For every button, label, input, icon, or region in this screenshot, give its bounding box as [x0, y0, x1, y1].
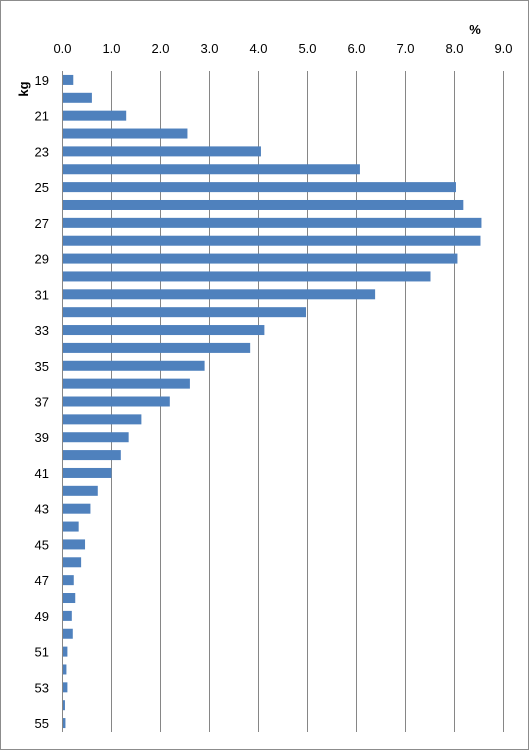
x-axis-unit: %	[469, 22, 481, 37]
x-tick-label: 5.0	[298, 41, 316, 56]
y-axis-unit: kg	[16, 81, 31, 96]
bars	[63, 74, 482, 729]
bar-37	[63, 396, 170, 407]
y-tick-label: 27	[35, 216, 49, 231]
bar-23	[63, 146, 261, 157]
y-tick-label: 39	[35, 430, 49, 445]
y-tick-label: 21	[35, 109, 49, 124]
gridlines	[62, 71, 504, 732]
x-tick-label: 2.0	[151, 41, 169, 56]
y-tick-label: 23	[35, 144, 49, 159]
y-tick-label: 55	[35, 716, 49, 731]
x-tick-label: 1.0	[102, 41, 120, 56]
bar-26	[63, 199, 464, 210]
bar-39	[63, 432, 129, 443]
bar-52	[63, 664, 67, 675]
y-tick-label: 53	[35, 680, 49, 695]
bar-47	[63, 575, 74, 586]
x-tick-labels: 0.0 1.0 2.0 3.0 4.0 5.0 6.0 7.0 8.0 9.0	[53, 41, 512, 56]
bar-53	[63, 682, 68, 693]
bar-21	[63, 110, 127, 121]
bar-24	[63, 164, 360, 175]
bar-36	[63, 378, 190, 389]
x-tick-label: 4.0	[249, 41, 267, 56]
y-tick-label: 35	[35, 359, 49, 374]
x-tick-label: 7.0	[396, 41, 414, 56]
y-tick-label: 43	[35, 502, 49, 517]
bar-22	[63, 128, 188, 139]
bar-20	[63, 92, 92, 103]
bar-34	[63, 342, 251, 353]
bar-27	[63, 217, 482, 228]
bar-28	[63, 235, 481, 246]
bar-48	[63, 593, 76, 604]
y-tick-label: 19	[35, 73, 49, 88]
bar-55	[63, 718, 66, 729]
y-tick-label: 25	[35, 180, 49, 195]
bar-42	[63, 485, 98, 496]
y-tick-label: 47	[35, 573, 49, 588]
y-tick-label: 31	[35, 287, 49, 302]
x-tick-label: 3.0	[200, 41, 218, 56]
bar-50	[63, 628, 73, 639]
y-tick-label: 51	[35, 645, 49, 660]
bar-32	[63, 307, 307, 318]
bar-29	[63, 253, 458, 264]
bar-19	[63, 74, 74, 85]
bar-43	[63, 503, 91, 514]
bar-33	[63, 325, 265, 336]
bar-41	[63, 467, 112, 478]
x-tick-label: 9.0	[494, 41, 512, 56]
y-tick-label: 33	[35, 323, 49, 338]
bar-35	[63, 360, 205, 371]
bar-45	[63, 539, 86, 550]
bar-51	[63, 646, 68, 657]
y-tick-label: 49	[35, 609, 49, 624]
x-tick-label: 0.0	[53, 41, 71, 56]
bar-46	[63, 557, 82, 568]
bar-54	[63, 700, 65, 711]
y-tick-label: 37	[35, 395, 49, 410]
bar-49	[63, 610, 72, 621]
y-tick-label: 41	[35, 466, 49, 481]
x-tick-label: 6.0	[347, 41, 365, 56]
bar-40	[63, 450, 121, 461]
bar-31	[63, 289, 376, 300]
bar-25	[63, 182, 456, 193]
bar-44	[63, 521, 79, 532]
bar-38	[63, 414, 142, 425]
y-tick-labels: 19 21 23 25 27 29 31 33 35 37 39 41 43 45 47 49 51 53 55	[35, 73, 49, 731]
x-tick-label: 8.0	[445, 41, 463, 56]
y-tick-label: 29	[35, 252, 49, 267]
bar-30	[63, 271, 431, 282]
y-tick-label: 45	[35, 537, 49, 552]
